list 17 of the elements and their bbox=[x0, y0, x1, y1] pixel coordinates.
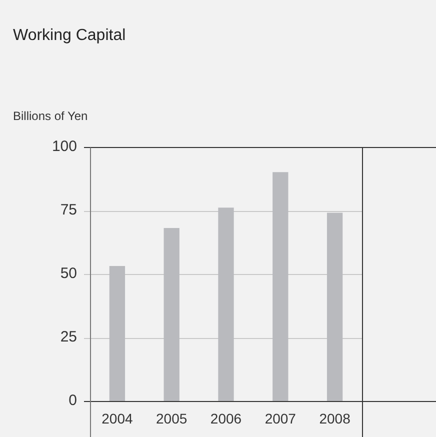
bar bbox=[272, 172, 288, 401]
x-tick-label: 2008 bbox=[319, 410, 351, 426]
y-tick-label: 50 bbox=[60, 265, 77, 282]
y-axis-title: Billions of Yen bbox=[13, 109, 88, 123]
x-tick-label: 2006 bbox=[210, 410, 242, 426]
x-tick-label: 2004 bbox=[102, 410, 133, 426]
y-tick-label: 25 bbox=[60, 328, 77, 346]
chart-title: Working Capital bbox=[13, 27, 126, 45]
x-tick-label: 2007 bbox=[264, 410, 296, 426]
x-tick-label: 2005 bbox=[156, 410, 188, 426]
bar bbox=[218, 208, 234, 401]
y-tick-label: 0 bbox=[68, 392, 77, 410]
bar bbox=[109, 266, 126, 401]
bar bbox=[164, 228, 180, 401]
y-tick-label: 100 bbox=[52, 138, 77, 156]
bar bbox=[326, 212, 343, 401]
y-tick-label: 75 bbox=[60, 202, 77, 219]
